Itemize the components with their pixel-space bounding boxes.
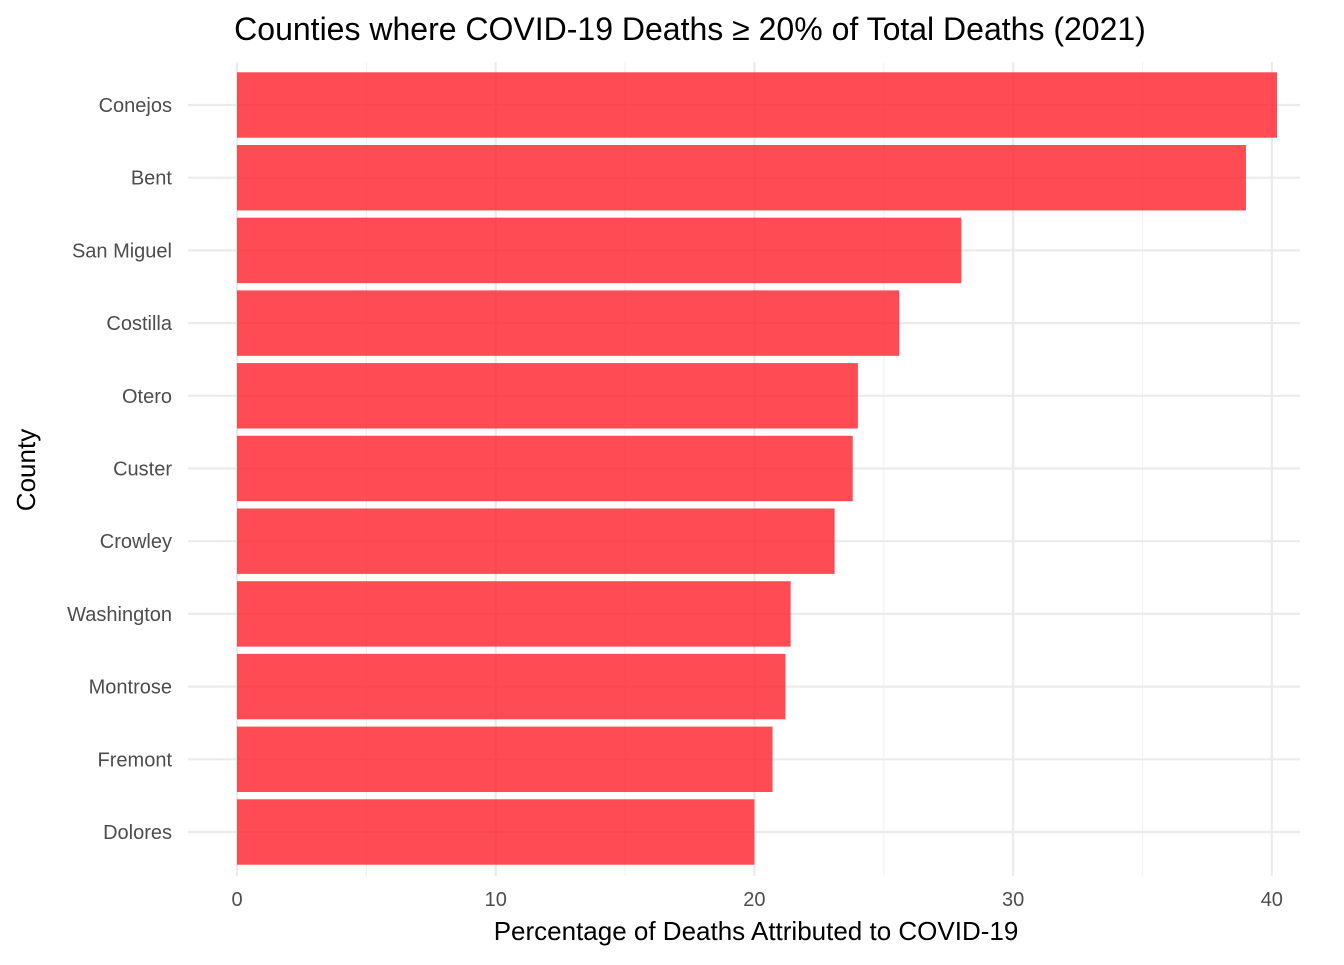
bar-custer [237, 435, 853, 502]
bar-otero [237, 363, 858, 429]
bar-fremont [237, 726, 773, 793]
x-tick-label: 0 [231, 889, 242, 911]
bars [237, 72, 1277, 865]
y-tick-label: San Miguel [72, 240, 172, 262]
y-tick-label: Montrose [89, 677, 172, 699]
y-tick-label: Fremont [98, 749, 173, 771]
bar-conejos [237, 72, 1277, 138]
y-tick-label: Bent [131, 168, 173, 190]
y-tick-label: Crowley [100, 531, 172, 553]
y-tick-label: Costilla [106, 313, 172, 335]
bar-bent [237, 144, 1246, 211]
x-tick-label: 20 [743, 889, 765, 911]
y-tick-label: Custer [113, 459, 172, 481]
x-tick-label: 30 [1002, 889, 1024, 911]
bar-san-miguel [237, 217, 962, 284]
bar-dolores [237, 799, 755, 865]
x-axis-title: Percentage of Deaths Attributed to COVID… [494, 916, 1019, 946]
x-axis-tick-labels: 0 10 20 30 40 [231, 889, 1283, 911]
chart-title: Counties where COVID-19 Deaths ≥ 20% of … [234, 11, 1146, 47]
y-axis-tick-labels: Conejos Bent San Miguel Costilla Otero Custer… [67, 95, 173, 844]
y-tick-label: Dolores [103, 822, 172, 844]
x-tick-label: 10 [485, 889, 507, 911]
bar-crowley [237, 508, 835, 574]
y-tick-label: Conejos [99, 95, 172, 117]
bar-montrose [237, 653, 786, 720]
x-tick-label: 40 [1261, 889, 1283, 911]
bar-costilla [237, 290, 900, 356]
y-tick-label: Washington [67, 604, 172, 626]
bar-washington [237, 581, 791, 647]
y-tick-label: Otero [122, 386, 172, 408]
y-axis-title: County [11, 429, 41, 511]
